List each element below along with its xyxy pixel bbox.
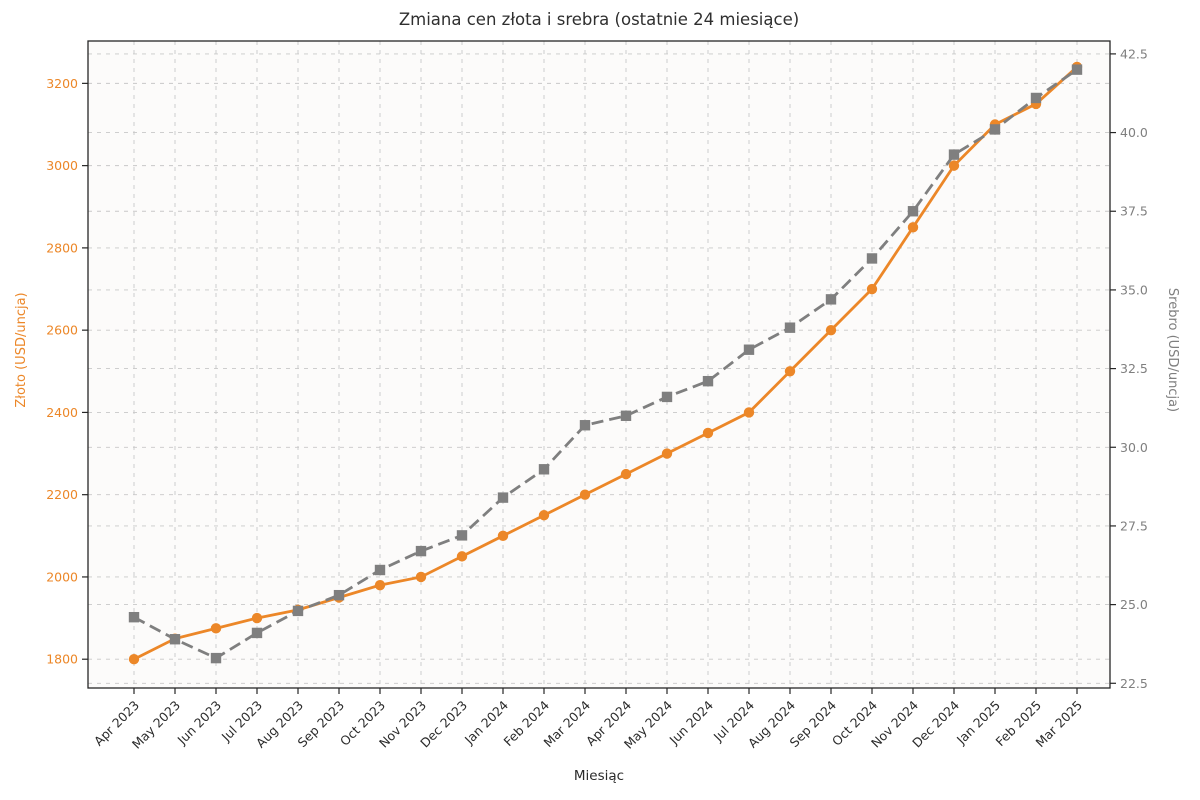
- gold-point: [456, 551, 468, 562]
- silver-series: [128, 64, 1083, 664]
- silver-tick-label: 40.0: [1120, 125, 1148, 140]
- gold-tick-label: 2200: [46, 487, 78, 502]
- silver-point: [497, 492, 509, 503]
- silver-point: [538, 464, 550, 475]
- plot-area: [88, 41, 1110, 688]
- silver-point: [743, 344, 755, 355]
- gold-tick-label: 2800: [46, 240, 78, 255]
- silver-point: [866, 253, 878, 264]
- silver-point: [128, 611, 140, 623]
- gold-point: [825, 324, 837, 336]
- silver-tick-label: 32.5: [1120, 361, 1148, 376]
- left-axis-ticks: 1800 2000 2200 2400 2600 2800 3000 3200: [46, 76, 88, 667]
- silver-tick-label: 30.0: [1120, 440, 1148, 455]
- gold-point: [702, 427, 714, 439]
- gold-tick-label: 2000: [46, 569, 78, 584]
- gold-tick-label: 1800: [46, 652, 78, 667]
- axes-spines: [87, 40, 1111, 689]
- silver-point: [456, 530, 468, 541]
- silver-tick-label: 27.5: [1120, 518, 1148, 533]
- silver-line: [133, 68, 1078, 660]
- chart-title: Zmiana cen złota i srebra (ostatnie 24 m…: [398, 10, 800, 29]
- silver-point: [1030, 92, 1042, 104]
- gold-point: [948, 160, 960, 171]
- gold-tick-label: 2600: [46, 323, 78, 338]
- x-axis-label: Miesiąc: [573, 768, 625, 784]
- silver-point: [620, 410, 632, 421]
- silver-tick-label: 25.0: [1120, 597, 1148, 612]
- month-tick-label: Jun 2023: [174, 698, 224, 748]
- gold-point: [579, 489, 591, 500]
- silver-point: [169, 634, 181, 645]
- silver-point: [1071, 64, 1083, 75]
- gold-point: [866, 283, 878, 295]
- gold-line: [133, 65, 1078, 661]
- silver-point: [579, 420, 591, 431]
- right-axis-ticks: 22.5 25.0 27.5 30.0 32.5 35.0 37.5 40.0 42.5: [1110, 46, 1148, 691]
- silver-point: [907, 206, 919, 217]
- silver-tick-label: 37.5: [1120, 204, 1148, 219]
- gold-point: [620, 468, 632, 480]
- gold-point: [415, 571, 427, 583]
- silver-point: [415, 545, 427, 557]
- silver-point: [784, 322, 796, 333]
- gold-point: [374, 579, 386, 591]
- gold-point: [661, 448, 673, 459]
- silver-point: [374, 564, 386, 576]
- silver-point: [702, 375, 714, 387]
- gold-point: [128, 654, 140, 665]
- silver-point: [292, 605, 304, 617]
- gold-point: [210, 623, 222, 634]
- month-tick-label: Jun 2024: [666, 697, 716, 747]
- gold-tick-label: 2400: [46, 405, 78, 420]
- gold-point: [784, 366, 796, 377]
- silver-point: [989, 124, 1001, 135]
- gold-point: [743, 407, 755, 418]
- silver-point: [825, 294, 837, 305]
- gold-tick-label: 3000: [46, 158, 78, 173]
- silver-point: [333, 589, 345, 601]
- gold-point: [907, 222, 919, 233]
- silver-point: [661, 391, 673, 403]
- gold-tick-label: 3200: [46, 76, 78, 91]
- silver-point: [251, 627, 263, 639]
- gold-point: [497, 530, 509, 542]
- gold-point: [251, 612, 263, 624]
- silver-tick-label: 22.5: [1120, 676, 1148, 691]
- silver-tick-label: 42.5: [1120, 46, 1148, 61]
- silver-tick-label: 35.0: [1120, 282, 1148, 297]
- gold-point: [538, 510, 550, 521]
- silver-point: [210, 652, 222, 664]
- silver-point: [948, 149, 960, 160]
